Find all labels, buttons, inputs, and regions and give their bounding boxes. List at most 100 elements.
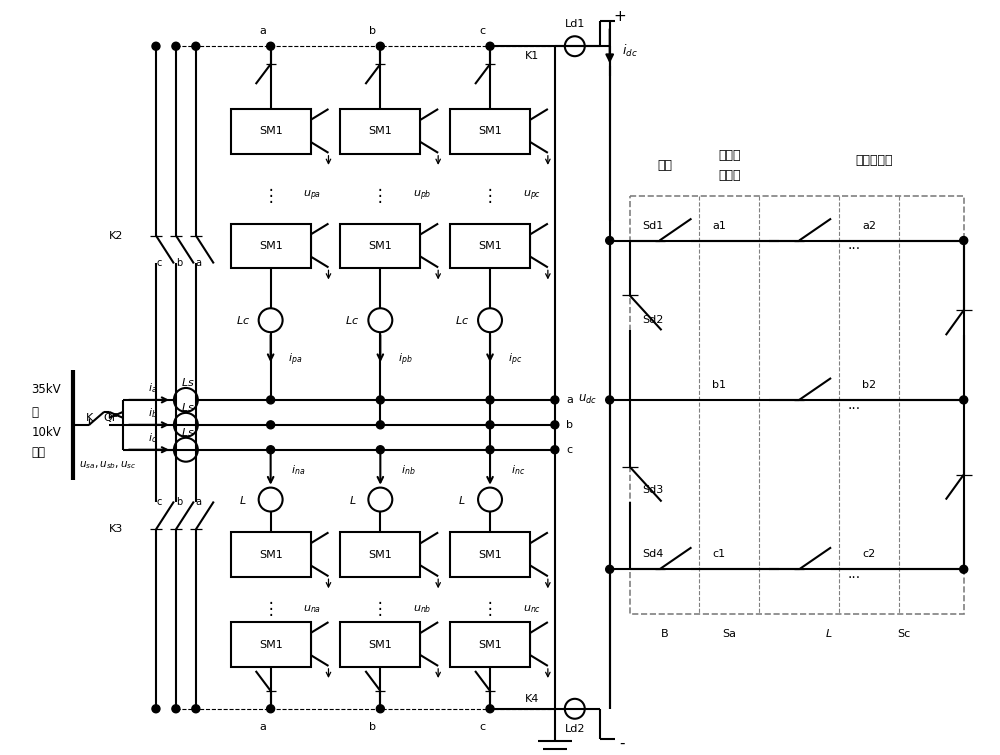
Circle shape [267, 704, 275, 713]
Text: ⋮: ⋮ [482, 186, 498, 205]
Text: ...: ... [847, 239, 861, 252]
Circle shape [606, 236, 614, 245]
Text: a: a [196, 497, 202, 507]
Circle shape [486, 704, 494, 713]
Text: QF: QF [104, 413, 119, 423]
Circle shape [551, 421, 559, 429]
Text: b2: b2 [862, 380, 876, 390]
Text: $i_{na}$: $i_{na}$ [291, 463, 306, 476]
Text: $u_{pc}$: $u_{pc}$ [523, 189, 541, 203]
Text: SM1: SM1 [368, 241, 392, 251]
Bar [450, 622, 530, 667]
Text: 站内融: 站内融 [718, 149, 741, 162]
Text: $i_{pc}$: $i_{pc}$ [508, 352, 522, 368]
Circle shape [376, 704, 384, 713]
Text: c: c [479, 26, 485, 36]
Text: SM1: SM1 [259, 126, 283, 137]
Text: a1: a1 [712, 220, 726, 230]
Circle shape [486, 445, 494, 454]
Text: $i_{dc}$: $i_{dc}$ [622, 43, 637, 59]
Text: $Lc$: $Lc$ [236, 314, 250, 326]
Text: 10kV: 10kV [31, 427, 61, 439]
Text: c: c [156, 258, 162, 269]
Text: b: b [176, 497, 182, 507]
Text: ...: ... [847, 398, 861, 412]
Text: c2: c2 [862, 550, 876, 559]
Text: $i_{nc}$: $i_{nc}$ [511, 463, 525, 476]
Text: B: B [661, 629, 668, 639]
Text: SM1: SM1 [478, 639, 502, 649]
Text: $i_a$: $i_a$ [148, 381, 158, 395]
Text: $u_{sa},u_{sb},u_{sc}$: $u_{sa},u_{sb},u_{sc}$ [79, 459, 136, 470]
Text: SM1: SM1 [259, 639, 283, 649]
Text: ⋮: ⋮ [262, 600, 279, 618]
Text: b: b [566, 420, 573, 430]
Circle shape [960, 565, 968, 573]
Text: 35kV: 35kV [31, 384, 61, 396]
Text: ⋮: ⋮ [372, 186, 389, 205]
Text: $i_b$: $i_b$ [148, 406, 158, 420]
Circle shape [551, 445, 559, 454]
Text: Sa: Sa [722, 629, 736, 639]
Text: 待融冰线路: 待融冰线路 [855, 154, 893, 168]
Text: b1: b1 [712, 380, 726, 390]
Text: $i_{nb}$: $i_{nb}$ [401, 463, 416, 476]
Text: SM1: SM1 [368, 550, 392, 560]
Text: Ld1: Ld1 [565, 20, 585, 29]
Circle shape [172, 42, 180, 51]
Text: a: a [259, 722, 266, 732]
Text: c: c [567, 445, 573, 455]
Text: K4: K4 [525, 694, 539, 704]
Bar [340, 532, 420, 578]
Circle shape [267, 42, 275, 51]
Circle shape [267, 421, 275, 429]
Circle shape [152, 704, 160, 713]
Text: $i_{pa}$: $i_{pa}$ [288, 352, 303, 368]
Text: b: b [369, 722, 376, 732]
Text: a: a [196, 258, 202, 269]
Circle shape [606, 396, 614, 404]
Bar [340, 109, 420, 154]
Text: Ld2: Ld2 [565, 724, 585, 734]
Bar [450, 532, 530, 578]
Circle shape [267, 396, 275, 404]
Text: $Lc$: $Lc$ [455, 314, 469, 326]
Circle shape [376, 396, 384, 404]
Circle shape [486, 42, 494, 51]
Text: L: L [826, 629, 832, 639]
Text: K: K [86, 413, 93, 423]
Text: -: - [619, 736, 624, 751]
Text: $i_{pb}$: $i_{pb}$ [398, 352, 413, 368]
Text: c1: c1 [713, 550, 726, 559]
Text: $L$: $L$ [349, 494, 356, 506]
Text: $L$: $L$ [239, 494, 246, 506]
Bar [340, 223, 420, 269]
Text: c: c [156, 497, 162, 507]
Bar [231, 622, 311, 667]
Text: a: a [259, 26, 266, 36]
Text: $L$: $L$ [458, 494, 466, 506]
Circle shape [376, 421, 384, 429]
Text: SM1: SM1 [478, 550, 502, 560]
Bar [231, 223, 311, 269]
Text: a2: a2 [862, 220, 876, 230]
Text: 冰母线: 冰母线 [718, 169, 741, 182]
Text: Sd1: Sd1 [643, 220, 664, 230]
Text: SM1: SM1 [259, 550, 283, 560]
Text: Sd4: Sd4 [643, 550, 664, 559]
Text: Sc: Sc [897, 629, 910, 639]
Circle shape [960, 396, 968, 404]
Text: $u_{dc}$: $u_{dc}$ [578, 393, 597, 406]
Text: ⋮: ⋮ [372, 600, 389, 618]
Text: b: b [176, 258, 182, 269]
Circle shape [192, 704, 200, 713]
Text: SM1: SM1 [368, 639, 392, 649]
Text: ...: ... [847, 567, 861, 581]
Text: SM1: SM1 [368, 126, 392, 137]
Text: b: b [369, 26, 376, 36]
Text: 或: 或 [31, 406, 38, 419]
Text: $u_{pb}$: $u_{pb}$ [413, 189, 431, 203]
Bar [231, 109, 311, 154]
Text: $u_{nb}$: $u_{nb}$ [413, 603, 431, 615]
Text: K2: K2 [109, 230, 123, 241]
